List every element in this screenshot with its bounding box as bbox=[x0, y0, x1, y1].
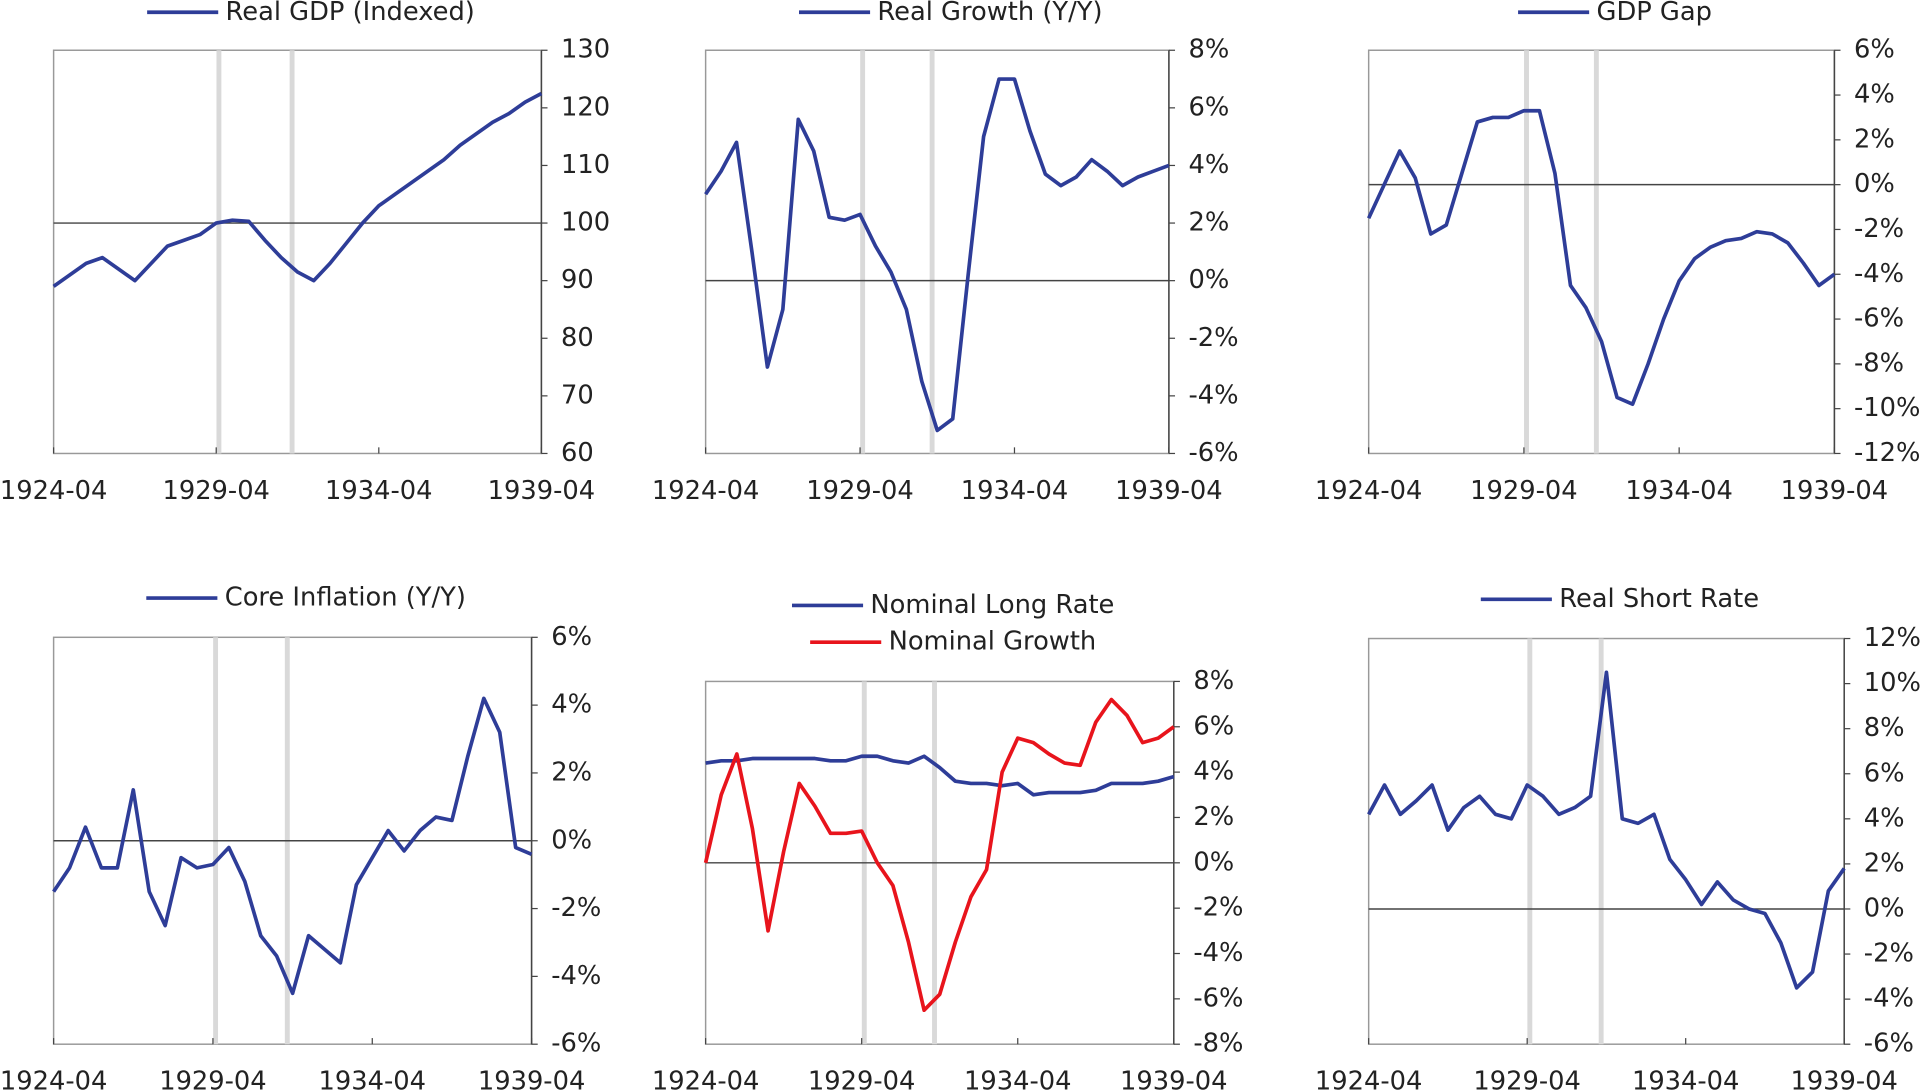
y-tick-label: -6% bbox=[1193, 983, 1243, 1013]
x-tick-label: 1929-04 bbox=[1473, 1067, 1580, 1092]
y-tick-label: 90 bbox=[561, 265, 594, 295]
x-tick-label: 1934-04 bbox=[961, 476, 1068, 506]
x-tick-label: 1929-04 bbox=[162, 476, 269, 506]
y-tick-label: 2% bbox=[1854, 124, 1895, 154]
y-tick-label: -4% bbox=[1854, 259, 1904, 289]
series-line bbox=[705, 754, 1175, 797]
y-tick-label: -2% bbox=[1189, 323, 1239, 353]
y-tick-label: -2% bbox=[1864, 939, 1914, 969]
y-tick-label: 6% bbox=[551, 622, 592, 652]
legend-label: Real GDP (Indexed) bbox=[226, 0, 475, 27]
y-tick-label: 0% bbox=[1193, 847, 1234, 877]
y-tick-label: 6% bbox=[1189, 92, 1230, 122]
plot-frame bbox=[704, 49, 1170, 455]
x-tick-label: 1939-04 bbox=[478, 1067, 585, 1092]
x-tick-label: 1934-04 bbox=[325, 476, 432, 506]
x-tick-label: 1924-04 bbox=[1315, 1067, 1422, 1092]
y-tick-label: -8% bbox=[1193, 1029, 1243, 1059]
y-tick-label: 8% bbox=[1193, 666, 1234, 696]
legend-label: Nominal Long Rate bbox=[870, 590, 1114, 620]
y-tick-label: 8% bbox=[1189, 35, 1230, 65]
plot-frame bbox=[1367, 49, 1836, 455]
series-line bbox=[704, 77, 1170, 433]
x-tick-label: 1929-04 bbox=[806, 476, 913, 506]
y-tick-label: 4% bbox=[1193, 757, 1234, 787]
y-tick-label: 6% bbox=[1854, 35, 1895, 65]
x-tick-label: 1934-04 bbox=[1625, 476, 1732, 506]
y-tick-label: -10% bbox=[1854, 393, 1920, 423]
y-tick-label: 8% bbox=[1864, 713, 1905, 743]
x-tick-label: 1929-04 bbox=[808, 1067, 915, 1092]
y-tick-label: 0% bbox=[1854, 169, 1895, 199]
y-tick-label: 6% bbox=[1193, 711, 1234, 741]
y-tick-label: 4% bbox=[1854, 80, 1895, 110]
y-tick-label: -6% bbox=[1864, 1029, 1914, 1059]
y-tick-label: 70 bbox=[561, 380, 594, 410]
series-line bbox=[703, 697, 1175, 1013]
x-tick-label: 1934-04 bbox=[964, 1067, 1071, 1092]
x-tick-label: 1924-04 bbox=[0, 1067, 107, 1092]
y-tick-label: 0% bbox=[551, 825, 592, 855]
y-tick-label: -4% bbox=[1864, 984, 1914, 1014]
legend-label: Real Short Rate bbox=[1559, 584, 1759, 614]
y-tick-label: 0% bbox=[1864, 893, 1905, 923]
series-line bbox=[1367, 670, 1846, 990]
y-tick-label: -4% bbox=[1189, 380, 1239, 410]
series-line bbox=[1367, 108, 1836, 407]
series-line bbox=[52, 696, 533, 996]
x-tick-label: 1929-04 bbox=[1470, 476, 1577, 506]
x-tick-label: 1929-04 bbox=[159, 1067, 266, 1092]
y-tick-label: 0% bbox=[1189, 265, 1230, 295]
y-tick-label: -6% bbox=[1854, 304, 1904, 334]
x-tick-label: 1924-04 bbox=[1315, 476, 1422, 506]
y-tick-label: 12% bbox=[1864, 623, 1921, 653]
y-tick-label: -8% bbox=[1854, 348, 1904, 378]
x-tick-label: 1924-04 bbox=[652, 1067, 759, 1092]
x-tick-label: 1934-04 bbox=[319, 1067, 426, 1092]
x-tick-label: 1939-04 bbox=[1120, 1067, 1227, 1092]
legend-label: Core Inflation (Y/Y) bbox=[225, 583, 466, 613]
y-tick-label: -12% bbox=[1854, 438, 1920, 468]
y-tick-label: 6% bbox=[1864, 758, 1905, 788]
y-tick-label: -2% bbox=[1854, 214, 1904, 244]
y-tick-label: 60 bbox=[561, 438, 594, 468]
legend-label: Real Growth (Y/Y) bbox=[877, 0, 1102, 27]
legend-label: Nominal Growth bbox=[889, 627, 1097, 657]
y-tick-label: -2% bbox=[551, 893, 601, 923]
y-tick-label: 10% bbox=[1864, 668, 1921, 698]
series-line bbox=[52, 91, 543, 288]
x-tick-label: 1939-04 bbox=[488, 476, 595, 506]
x-tick-label: 1939-04 bbox=[1781, 476, 1888, 506]
y-tick-label: 4% bbox=[1189, 150, 1230, 180]
y-tick-label: -6% bbox=[1189, 438, 1239, 468]
plot-frame bbox=[1367, 637, 1845, 1045]
x-tick-label: 1939-04 bbox=[1790, 1067, 1897, 1092]
x-tick-label: 1934-04 bbox=[1632, 1067, 1739, 1092]
y-tick-label: 110 bbox=[561, 150, 610, 180]
y-tick-label: 130 bbox=[561, 35, 610, 65]
y-tick-label: -4% bbox=[551, 961, 601, 991]
y-tick-label: -6% bbox=[551, 1029, 601, 1059]
y-tick-label: 4% bbox=[551, 690, 592, 720]
y-tick-label: -4% bbox=[1193, 938, 1243, 968]
y-tick-label: 100 bbox=[561, 208, 610, 238]
plot-frame bbox=[52, 49, 543, 455]
y-tick-label: -2% bbox=[1193, 893, 1243, 923]
y-tick-label: 80 bbox=[561, 323, 594, 353]
y-tick-label: 2% bbox=[1189, 208, 1230, 238]
x-tick-label: 1939-04 bbox=[1115, 476, 1222, 506]
y-tick-label: 2% bbox=[551, 757, 592, 787]
legend-label: GDP Gap bbox=[1597, 0, 1712, 27]
x-tick-label: 1924-04 bbox=[652, 476, 759, 506]
y-tick-label: 2% bbox=[1193, 802, 1234, 832]
y-tick-label: 2% bbox=[1864, 848, 1905, 878]
y-tick-label: 120 bbox=[561, 92, 610, 122]
y-tick-label: 4% bbox=[1864, 803, 1905, 833]
x-tick-label: 1924-04 bbox=[0, 476, 107, 506]
